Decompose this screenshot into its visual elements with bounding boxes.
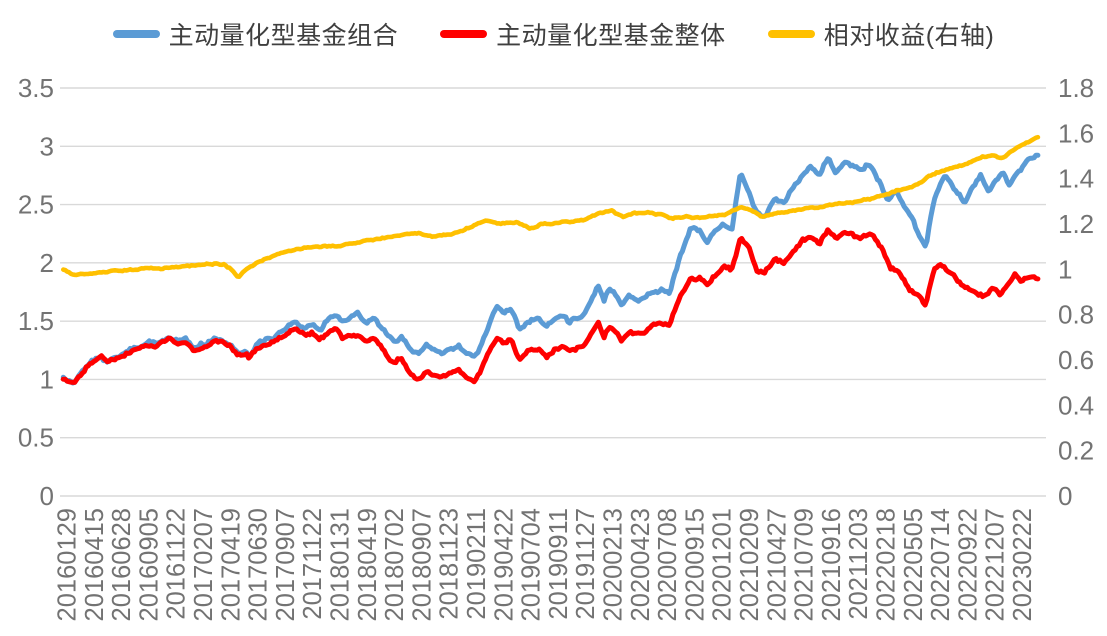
x-axis-tick-label: 20171122 [299, 508, 327, 620]
x-axis-tick-label: 20190911 [545, 508, 573, 620]
x-axis-tick-label: 20160415 [81, 508, 109, 621]
x-axis-tick-label: 20160905 [135, 508, 163, 621]
x-axis-tick-label: 20160628 [108, 508, 136, 621]
x-axis-tick-label: 20180907 [408, 508, 436, 621]
chart-legend: 主动量化型基金组合 主动量化型基金整体 相对收益(右轴) [0, 16, 1107, 52]
x-axis-tick-label: 20180131 [327, 508, 355, 621]
x-axis-tick-label: 20181123 [436, 508, 464, 620]
x-axis-tick-label: 20200915 [681, 508, 709, 621]
right-axis-tick-label: 1.4 [1058, 164, 1094, 194]
left-axis-tick-label: 2 [40, 248, 54, 278]
x-axis-tick-label: 20220218 [873, 508, 901, 621]
legend-marker-portfolio [112, 30, 160, 38]
series-line-overall [60, 227, 1041, 385]
right-axis-tick-label: 0.6 [1058, 345, 1094, 375]
x-axis-tick-label: 20210209 [736, 508, 764, 621]
left-axis-tick-label: 3 [40, 131, 54, 161]
legend-item-overall: 主动量化型基金整体 [440, 16, 726, 52]
x-axis-tick-label: 20190422 [490, 508, 518, 621]
legend-label-portfolio: 主动量化型基金组合 [168, 22, 399, 50]
left-axis-tick-label: 1 [40, 364, 54, 394]
x-axis-tick-label: 20170419 [217, 508, 245, 621]
legend-marker-relative-return [767, 30, 815, 38]
x-axis-tick-label: 20200213 [600, 508, 628, 621]
x-axis-tick-label: 20220714 [927, 508, 955, 621]
legend-marker-overall [440, 30, 488, 38]
x-axis-tick-label: 20200708 [654, 508, 682, 621]
x-axis-tick-label: 20180702 [381, 508, 409, 621]
x-axis-tick-label: 20210427 [763, 508, 791, 621]
x-axis-tick-label: 20210709 [791, 508, 819, 621]
legend-item-relative-return: 相对收益(右轴) [767, 16, 995, 52]
x-axis-tick-label: 20190704 [518, 508, 546, 621]
right-axis-tick-label: 0 [1058, 481, 1072, 511]
x-axis-tick-label: 20220922 [954, 508, 982, 621]
right-axis-tick-label: 0.8 [1058, 300, 1094, 330]
x-axis-tick-label: 20201201 [709, 508, 737, 621]
right-axis-tick-label: 0.4 [1058, 390, 1094, 420]
legend-label-relative-return: 相对收益(右轴) [823, 22, 995, 50]
right-axis-tick-label: 0.2 [1058, 436, 1094, 466]
left-axis-tick-label: 0.5 [18, 423, 54, 453]
legend-label-overall: 主动量化型基金整体 [496, 22, 726, 50]
x-axis-tick-label: 20191127 [572, 508, 600, 620]
x-axis-tick-label: 20170207 [190, 508, 218, 621]
x-axis-tick-label: 20211203 [845, 508, 873, 620]
right-axis-tick-label: 1.6 [1058, 118, 1094, 148]
x-axis-tick-label: 20190211 [463, 508, 491, 620]
x-axis-tick-label: 20170630 [245, 508, 273, 621]
x-axis-tick-label: 20160129 [54, 508, 82, 621]
left-axis-tick-label: 2.5 [18, 190, 54, 220]
legend-item-portfolio: 主动量化型基金组合 [112, 16, 399, 52]
right-axis-tick-label: 1.2 [1058, 209, 1094, 239]
left-axis-tick-label: 3.5 [18, 73, 54, 103]
x-axis-tick-label: 20210916 [818, 508, 846, 621]
x-axis-tick-label: 20170907 [272, 508, 300, 621]
x-axis-tick-label: 20200423 [627, 508, 655, 621]
right-axis-tick-label: 1.8 [1058, 73, 1094, 103]
left-axis-tick-label: 1.5 [18, 306, 54, 336]
x-axis-tick-label: 20220505 [900, 508, 928, 621]
left-axis-tick-label: 0 [40, 481, 54, 511]
x-axis-tick-label: 20230222 [1009, 508, 1037, 621]
series-line-relative-return [60, 134, 1041, 280]
x-axis-tick-label: 20161122 [163, 508, 191, 620]
right-axis-tick-label: 1 [1058, 254, 1072, 284]
x-axis-tick-label: 20180419 [354, 508, 382, 621]
x-axis-tick-label: 20221207 [982, 508, 1010, 621]
